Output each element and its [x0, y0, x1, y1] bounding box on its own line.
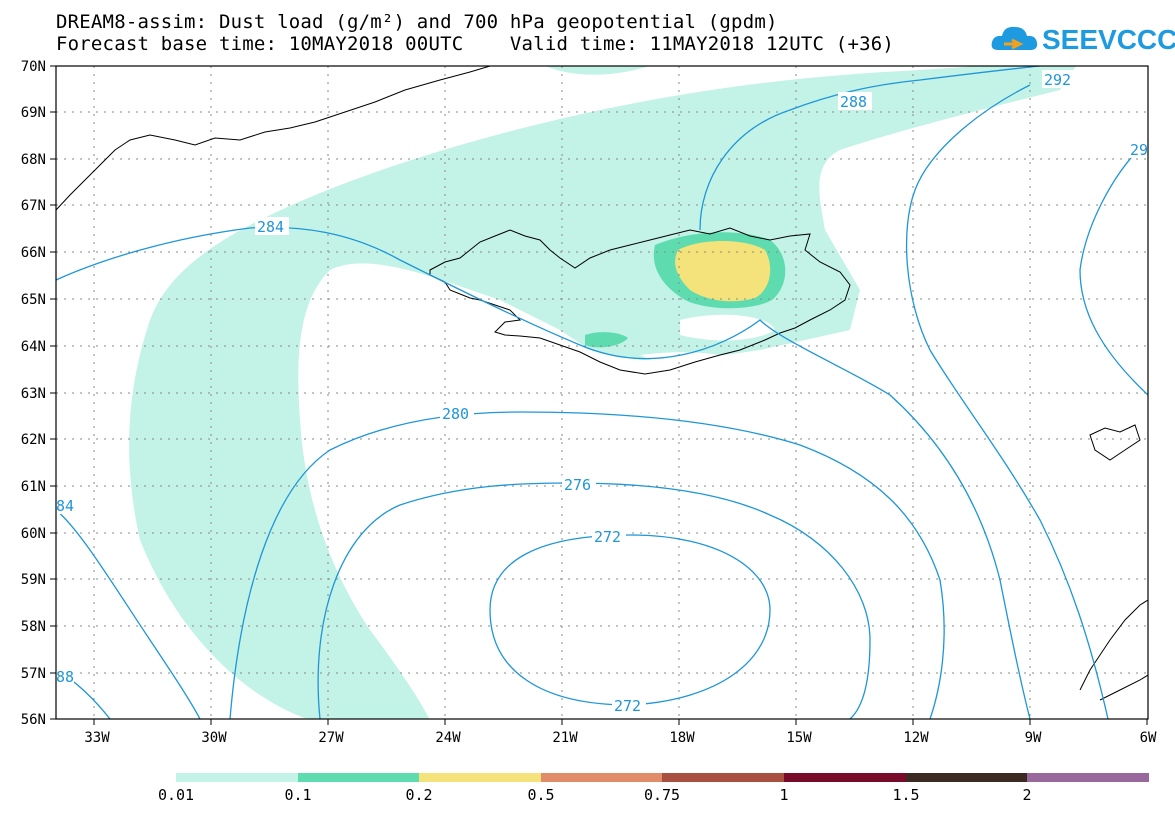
contour-label-29: 29 — [1130, 141, 1148, 159]
lon-label: 6W — [1140, 730, 1157, 746]
colorbar-label: 2 — [1022, 786, 1031, 804]
greenland-coast — [56, 66, 491, 211]
contour-label-276: 276 — [564, 476, 591, 494]
colorbar-label: 1.5 — [892, 786, 919, 804]
contour-label-272-top: 272 — [594, 528, 621, 546]
lat-label: 60N — [21, 526, 46, 542]
lat-label: 57N — [21, 666, 46, 682]
lat-label: 61N — [21, 479, 46, 495]
lon-label: 33W — [84, 730, 110, 746]
lat-label: 56N — [21, 712, 46, 728]
contour-label-group: 288 292 29 284 280 276 272 272 84 88 — [56, 70, 1148, 715]
contour-276 — [317, 482, 871, 719]
lon-label: 21W — [552, 730, 578, 746]
graticule — [56, 66, 1148, 719]
contour-280 — [229, 411, 945, 719]
lat-label: 70N — [21, 59, 46, 75]
lon-label: 27W — [318, 730, 344, 746]
lon-label: 15W — [786, 730, 812, 746]
dust-hole-2 — [640, 352, 735, 365]
lat-label: 68N — [21, 152, 46, 168]
contour-label-284: 284 — [257, 218, 284, 236]
colorbar-swatch — [298, 773, 419, 782]
map-title-line2: Forecast base time: 10MAY2018 00UTC Vali… — [56, 33, 895, 55]
faroe-coast — [1089, 424, 1141, 461]
contour-29x — [1079, 139, 1148, 396]
lat-label: 63N — [21, 386, 46, 402]
map-title-line1: DREAM8-assim: Dust load (g/m²) and 700 h… — [56, 11, 778, 33]
colorbar — [176, 773, 1149, 782]
colorbar-swatch — [662, 773, 784, 782]
scotland-coast — [1079, 599, 1148, 691]
geopotential-contours — [56, 66, 1148, 719]
colorbar-label: 1 — [779, 786, 788, 804]
lon-label: 9W — [1025, 730, 1042, 746]
colorbar-swatch — [784, 773, 906, 782]
seevccc-logo: SEEVCCC — [990, 18, 1175, 60]
lat-label: 59N — [21, 572, 46, 588]
logo-text: SEEVCCC — [1042, 24, 1175, 55]
contour-label-88: 88 — [56, 668, 74, 686]
contour-288 — [699, 66, 1041, 231]
longitude-labels: 33W 30W 27W 24W 21W 18W 15W 12W 9W 6W — [84, 730, 1157, 746]
contour-label-272-bottom: 272 — [614, 697, 641, 715]
coastlines — [56, 66, 1148, 701]
lat-label: 58N — [21, 619, 46, 635]
dust-area-top — [545, 66, 650, 75]
colorbar-swatch — [419, 773, 541, 782]
lat-label: 66N — [21, 245, 46, 261]
colorbar-label: 0.75 — [644, 786, 680, 804]
dust-area-low — [129, 66, 1076, 719]
lon-label: 30W — [201, 730, 227, 746]
iceland-coast — [429, 227, 851, 375]
cloud-icon — [991, 26, 1038, 50]
colorbar-labels: 0.01 0.1 0.2 0.5 0.75 1 1.5 2 — [158, 786, 1032, 804]
latitude-labels: 70N 69N 68N 67N 66N 65N 64N 63N 62N 61N … — [21, 59, 46, 728]
contour-label-280: 280 — [442, 405, 469, 423]
contour-272 — [489, 534, 771, 706]
contour-84-left — [56, 509, 201, 719]
contour-label-84: 84 — [56, 497, 74, 515]
contour-292 — [905, 84, 1109, 719]
colorbar-label: 0.5 — [527, 786, 554, 804]
colorbar-swatch — [541, 773, 662, 782]
dust-area-high — [675, 241, 771, 302]
colorbar-swatch — [906, 773, 1027, 782]
lat-label: 64N — [21, 339, 46, 355]
dust-hole — [680, 314, 775, 341]
lon-label: 24W — [435, 730, 461, 746]
lon-label: 12W — [903, 730, 929, 746]
dust-area-mid-2 — [585, 332, 628, 348]
contour-label-288: 288 — [840, 93, 867, 111]
colorbar-swatch — [176, 773, 298, 782]
lon-label: 18W — [669, 730, 695, 746]
lat-label: 65N — [21, 292, 46, 308]
scotland-coast-2 — [1099, 674, 1148, 701]
colorbar-label: 0.01 — [158, 786, 194, 804]
lat-label: 67N — [21, 198, 46, 214]
contour-label-292: 292 — [1044, 71, 1071, 89]
axis-ticks — [50, 65, 1148, 725]
colorbar-label: 0.1 — [284, 786, 311, 804]
colorbar-label: 0.2 — [405, 786, 432, 804]
lat-label: 69N — [21, 105, 46, 121]
colorbar-swatch — [1027, 773, 1149, 782]
lat-label: 62N — [21, 432, 46, 448]
